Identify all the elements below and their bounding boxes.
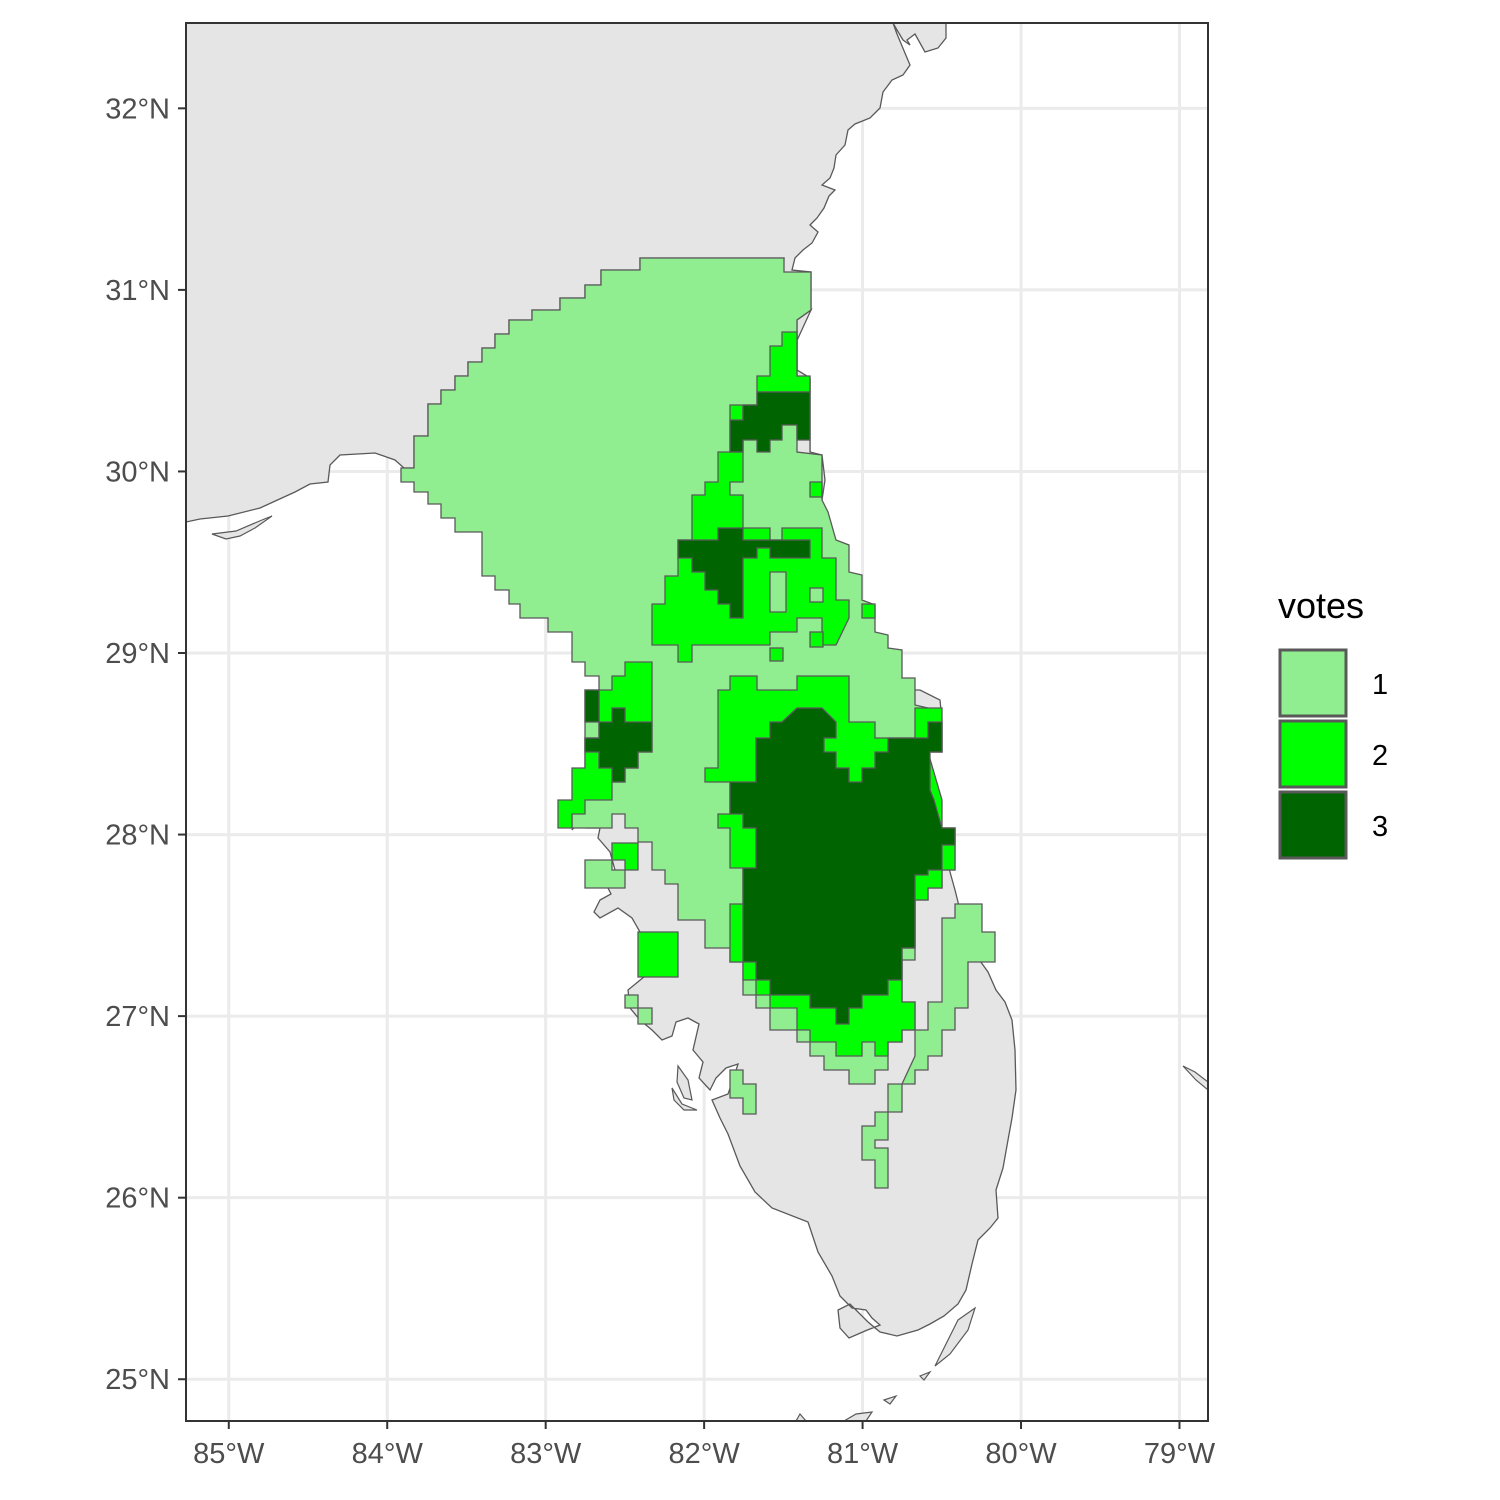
y-tick-label: 29°N — [105, 638, 170, 670]
x-tick-label: 79°W — [1144, 1438, 1216, 1470]
x-tick-label: 80°W — [985, 1438, 1057, 1470]
y-tick-label: 30°N — [105, 456, 170, 488]
x-tick-label: 85°W — [193, 1438, 265, 1470]
land-sliver — [211, 515, 273, 540]
y-tick-label: 27°N — [105, 1001, 170, 1033]
y-tick-label: 28°N — [105, 820, 170, 852]
y-tick-label: 31°N — [105, 275, 170, 307]
land-island-west-2 — [671, 1087, 698, 1111]
legend-entries: 1 2 3 — [1278, 648, 1388, 860]
votes-1-region-sw2 — [729, 1069, 757, 1115]
legend-key-3 — [1278, 790, 1348, 860]
land-keys-1 — [934, 1306, 977, 1367]
y-tick-label: 26°N — [105, 1183, 170, 1215]
votes-2-region-north — [651, 331, 850, 663]
land-bahamas — [1182, 1065, 1208, 1091]
y-tick-label: 25°N — [105, 1364, 170, 1396]
votes-2-region-sw-square — [637, 931, 679, 978]
votes-3-region-mid — [677, 527, 811, 619]
votes-3-region-west — [584, 689, 653, 783]
legend-label-1: 1 — [1372, 669, 1388, 701]
votes-1-region-southwest — [624, 994, 653, 1025]
panel-border — [185, 22, 1209, 1422]
x-tick-label: 81°W — [827, 1438, 899, 1470]
legend-label-2: 2 — [1372, 740, 1388, 772]
votes-2-cell-b — [861, 603, 876, 619]
legend-key-1 — [1278, 648, 1348, 718]
votes-2-cell-a — [809, 481, 823, 498]
votes-2-cell-d — [809, 631, 824, 648]
land-island-west-1 — [676, 1064, 693, 1101]
votes-3-region-north — [729, 391, 811, 453]
votes-1-region-east-strip — [861, 903, 996, 1189]
votes-2-region-tampa-small — [611, 842, 639, 871]
votes-2-cell-e — [809, 587, 824, 603]
land-keys-2 — [918, 1370, 932, 1381]
y-axis: 32°N 31°N 30°N 29°N 28°N 27°N 26°N 25°N — [105, 93, 186, 1396]
y-tick-label: 32°N — [105, 93, 170, 125]
votes-3-region-central — [729, 707, 956, 1025]
land-keys-4 — [842, 1411, 874, 1421]
legend-key-2 — [1278, 719, 1348, 789]
x-tick-label: 82°W — [669, 1438, 741, 1470]
legend-label-3: 3 — [1372, 811, 1388, 843]
x-tick-label: 84°W — [352, 1438, 424, 1470]
votes-2-cell-c — [769, 647, 784, 662]
land-keys-5 — [795, 1412, 807, 1421]
legend-title: votes — [1278, 585, 1364, 626]
x-axis: 85°W 84°W 83°W 82°W 81°W 80°W 79°W — [193, 1421, 1216, 1470]
legend: votes 1 2 3 — [1278, 585, 1388, 860]
land-keys-3 — [882, 1394, 898, 1405]
x-tick-label: 83°W — [510, 1438, 582, 1470]
